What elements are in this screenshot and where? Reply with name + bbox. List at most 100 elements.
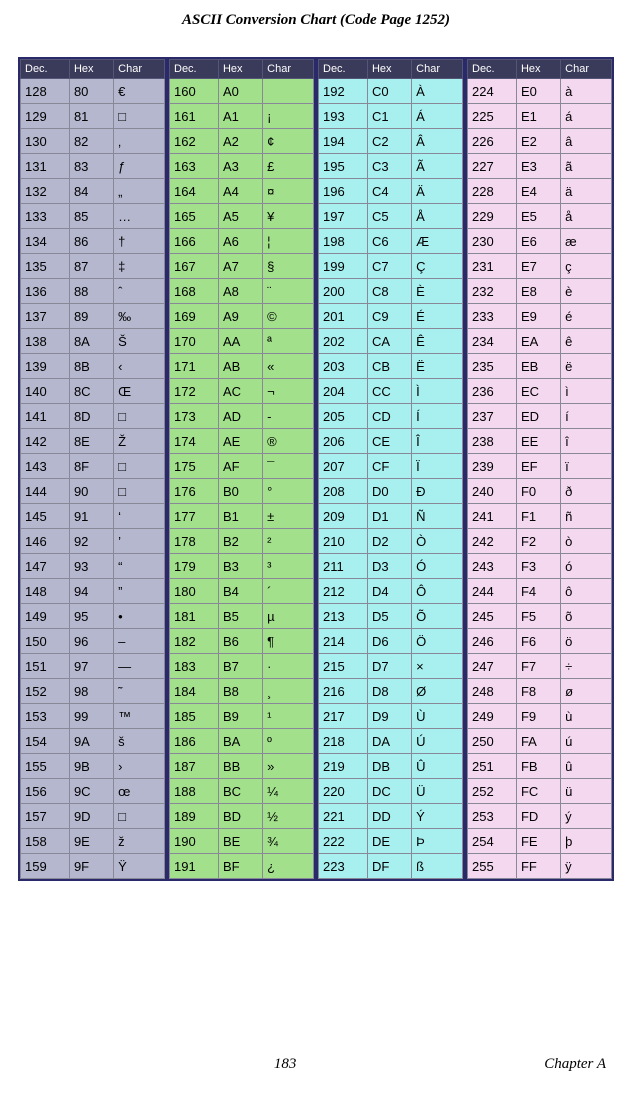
char-cell: Õ bbox=[412, 604, 463, 629]
char-cell: ý bbox=[561, 804, 612, 829]
table-row: 228E4ä bbox=[468, 179, 612, 204]
hex-cell: EC bbox=[516, 379, 560, 404]
table-row: 251FBû bbox=[468, 754, 612, 779]
dec-cell: 136 bbox=[21, 279, 70, 304]
hex-cell: 81 bbox=[69, 104, 113, 129]
dec-cell: 170 bbox=[170, 329, 219, 354]
table-row: 249F9ù bbox=[468, 704, 612, 729]
char-cell: Ö bbox=[412, 629, 463, 654]
hex-cell: CD bbox=[367, 404, 411, 429]
table-row: 166A6¦ bbox=[170, 229, 314, 254]
table-row: 194C2Â bbox=[319, 129, 463, 154]
table-row: 192C0À bbox=[319, 79, 463, 104]
char-cell: ú bbox=[561, 729, 612, 754]
hex-cell: 84 bbox=[69, 179, 113, 204]
table-row: 1559B› bbox=[21, 754, 165, 779]
hex-cell: B6 bbox=[218, 629, 262, 654]
char-cell: ÷ bbox=[561, 654, 612, 679]
char-cell: Å bbox=[412, 204, 463, 229]
table-row: 182B6¶ bbox=[170, 629, 314, 654]
char-cell: ¹ bbox=[263, 704, 314, 729]
table-row: 198C6Æ bbox=[319, 229, 463, 254]
hex-cell: 8C bbox=[69, 379, 113, 404]
table-row: 1408CŒ bbox=[21, 379, 165, 404]
dec-cell: 153 bbox=[21, 704, 70, 729]
char-cell: ¤ bbox=[263, 179, 314, 204]
char-cell: ó bbox=[561, 554, 612, 579]
hex-cell: A0 bbox=[218, 79, 262, 104]
hex-cell: EA bbox=[516, 329, 560, 354]
table-row: 201C9É bbox=[319, 304, 463, 329]
char-cell: Ã bbox=[412, 154, 463, 179]
table-row: 169A9© bbox=[170, 304, 314, 329]
table-row: 177B1± bbox=[170, 504, 314, 529]
table-row: 170AAª bbox=[170, 329, 314, 354]
char-cell: ³ bbox=[263, 554, 314, 579]
char-cell: ‘ bbox=[114, 504, 165, 529]
char-cell: ä bbox=[561, 179, 612, 204]
dec-cell: 188 bbox=[170, 779, 219, 804]
table-row: 164A4¤ bbox=[170, 179, 314, 204]
dec-cell: 219 bbox=[319, 754, 368, 779]
hex-cell: C2 bbox=[367, 129, 411, 154]
table-row: 229E5å bbox=[468, 204, 612, 229]
table-row: 208D0Ð bbox=[319, 479, 463, 504]
dec-cell: 253 bbox=[468, 804, 517, 829]
char-cell: º bbox=[263, 729, 314, 754]
table-header-cell: Char bbox=[114, 60, 165, 79]
hex-cell: 82 bbox=[69, 129, 113, 154]
table-row: 220DCÜ bbox=[319, 779, 463, 804]
hex-cell: B1 bbox=[218, 504, 262, 529]
table-row: 217D9Ù bbox=[319, 704, 463, 729]
dec-cell: 236 bbox=[468, 379, 517, 404]
char-cell: à bbox=[561, 79, 612, 104]
table-row: 175AF¯ bbox=[170, 454, 314, 479]
dec-cell: 138 bbox=[21, 329, 70, 354]
table-header-cell: Char bbox=[412, 60, 463, 79]
dec-cell: 181 bbox=[170, 604, 219, 629]
dec-cell: 146 bbox=[21, 529, 70, 554]
table-row: 13183ƒ bbox=[21, 154, 165, 179]
dec-cell: 211 bbox=[319, 554, 368, 579]
table-row: 190BE¾ bbox=[170, 829, 314, 854]
table-row: 1398B‹ bbox=[21, 354, 165, 379]
hex-cell: AF bbox=[218, 454, 262, 479]
char-cell: ¨ bbox=[263, 279, 314, 304]
dec-cell: 152 bbox=[21, 679, 70, 704]
hex-cell: FB bbox=[516, 754, 560, 779]
dec-cell: 129 bbox=[21, 104, 70, 129]
table-row: 1428EŽ bbox=[21, 429, 165, 454]
table-row: 168A8¨ bbox=[170, 279, 314, 304]
dec-cell: 255 bbox=[468, 854, 517, 879]
dec-cell: 186 bbox=[170, 729, 219, 754]
hex-cell: E4 bbox=[516, 179, 560, 204]
dec-cell: 204 bbox=[319, 379, 368, 404]
table-row: 173AD- bbox=[170, 404, 314, 429]
table-row: 216D8Ø bbox=[319, 679, 463, 704]
char-cell bbox=[263, 79, 314, 104]
char-cell: œ bbox=[114, 779, 165, 804]
char-cell: — bbox=[114, 654, 165, 679]
char-cell: Ú bbox=[412, 729, 463, 754]
table-row: 1579D□ bbox=[21, 804, 165, 829]
chapter-label: Chapter A bbox=[544, 1056, 606, 1073]
dec-cell: 224 bbox=[468, 79, 517, 104]
char-cell: ù bbox=[561, 704, 612, 729]
hex-cell: 9E bbox=[69, 829, 113, 854]
char-cell: ¦ bbox=[263, 229, 314, 254]
dec-cell: 212 bbox=[319, 579, 368, 604]
char-cell: – bbox=[114, 629, 165, 654]
hex-cell: FE bbox=[516, 829, 560, 854]
char-cell: ï bbox=[561, 454, 612, 479]
dec-cell: 190 bbox=[170, 829, 219, 854]
char-cell: Á bbox=[412, 104, 463, 129]
table-row: 161A1¡ bbox=[170, 104, 314, 129]
dec-cell: 180 bbox=[170, 579, 219, 604]
table-row: 185B9¹ bbox=[170, 704, 314, 729]
table-row: 225E1á bbox=[468, 104, 612, 129]
char-cell: ° bbox=[263, 479, 314, 504]
hex-cell: 93 bbox=[69, 554, 113, 579]
dec-cell: 230 bbox=[468, 229, 517, 254]
hex-cell: B0 bbox=[218, 479, 262, 504]
table-row: 248F8ø bbox=[468, 679, 612, 704]
